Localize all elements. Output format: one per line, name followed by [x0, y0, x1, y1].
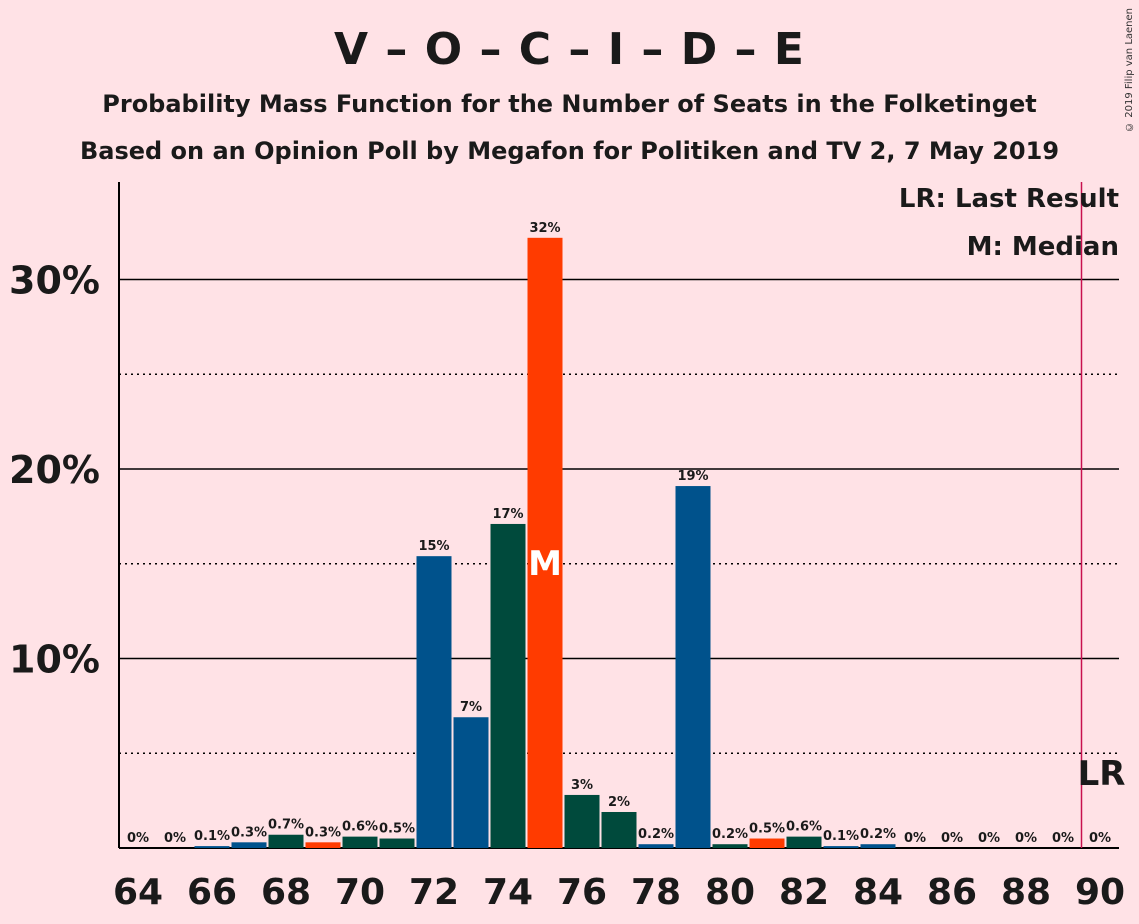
data-label: 3%	[571, 778, 593, 793]
data-label: 32%	[529, 221, 560, 236]
x-tick-label: 64	[113, 872, 163, 913]
data-label: 19%	[677, 469, 708, 484]
x-tick-label: 66	[187, 872, 237, 913]
x-tick-label: 74	[483, 872, 533, 913]
bar-seat-77	[601, 811, 637, 848]
data-label: 0.2%	[860, 827, 896, 842]
x-tick-label: 80	[705, 872, 755, 913]
bar-seat-84	[860, 844, 896, 848]
bar-seat-66	[194, 846, 230, 848]
y-tick-label: 10%	[9, 638, 100, 682]
data-label: 0%	[1052, 831, 1074, 846]
data-label: 0.6%	[786, 820, 822, 835]
data-label: 0.2%	[638, 827, 674, 842]
x-tick-label: 70	[335, 872, 385, 913]
data-label: 0.5%	[379, 822, 415, 837]
data-label: 0.2%	[712, 827, 748, 842]
x-tick-label: 86	[927, 872, 977, 913]
bar-seat-67	[231, 842, 267, 848]
bar-seat-83	[823, 846, 859, 848]
data-label: 0%	[1015, 831, 1037, 846]
data-label: 0.3%	[305, 825, 341, 840]
bar-seat-73	[453, 717, 489, 848]
x-tick-label: 84	[853, 872, 903, 913]
bar-seat-78	[638, 844, 674, 848]
x-tick-label: 88	[1001, 872, 1051, 913]
data-label: 0.6%	[342, 820, 378, 835]
data-label: 0%	[978, 831, 1000, 846]
last-result-label: LR	[1078, 754, 1126, 794]
bar-seat-68	[268, 834, 304, 848]
data-label: 0%	[127, 831, 149, 846]
data-label: 7%	[460, 700, 482, 715]
data-label: 0%	[941, 831, 963, 846]
data-label: 0.1%	[823, 829, 859, 844]
x-tick-label: 68	[261, 872, 311, 913]
legend-median: M: Median	[966, 232, 1119, 262]
bar-seat-71	[379, 838, 415, 848]
data-label: 0.3%	[231, 825, 267, 840]
data-label: 0.1%	[194, 829, 230, 844]
data-label: 0.7%	[268, 818, 304, 833]
bar-seat-82	[786, 836, 822, 848]
data-label: 17%	[492, 507, 523, 522]
x-tick-label: 72	[409, 872, 459, 913]
bar-seat-70	[342, 836, 378, 848]
data-label: 0%	[1089, 831, 1111, 846]
data-label: 0%	[164, 831, 186, 846]
chart-subtitle-2: Based on an Opinion Poll by Megafon for …	[79, 137, 1060, 165]
x-tick-label: 82	[779, 872, 829, 913]
bar-seat-69	[305, 842, 341, 848]
bar-seat-75	[527, 237, 563, 848]
bar-seat-81	[749, 838, 785, 848]
legend-last-result: LR: Last Result	[898, 184, 1119, 214]
data-label: 2%	[608, 795, 630, 810]
y-tick-label: 20%	[9, 448, 100, 492]
bar-seat-79	[675, 486, 711, 848]
x-tick-label: 76	[557, 872, 607, 913]
data-label: 0%	[904, 831, 926, 846]
chart-title: V – O – C – I – D – E	[334, 24, 805, 75]
data-label: 0.5%	[749, 822, 785, 837]
median-marker: M	[528, 544, 562, 584]
y-tick-label: 30%	[9, 259, 100, 303]
bar-seat-76	[564, 794, 600, 848]
chart-subtitle: Probability Mass Function for the Number…	[102, 90, 1037, 118]
x-tick-label: 90	[1075, 872, 1125, 913]
x-tick-label: 78	[631, 872, 681, 913]
bar-seat-72	[416, 556, 452, 848]
bar-seat-74	[490, 523, 526, 848]
bar-seat-80	[712, 844, 748, 848]
data-label: 15%	[418, 539, 449, 554]
